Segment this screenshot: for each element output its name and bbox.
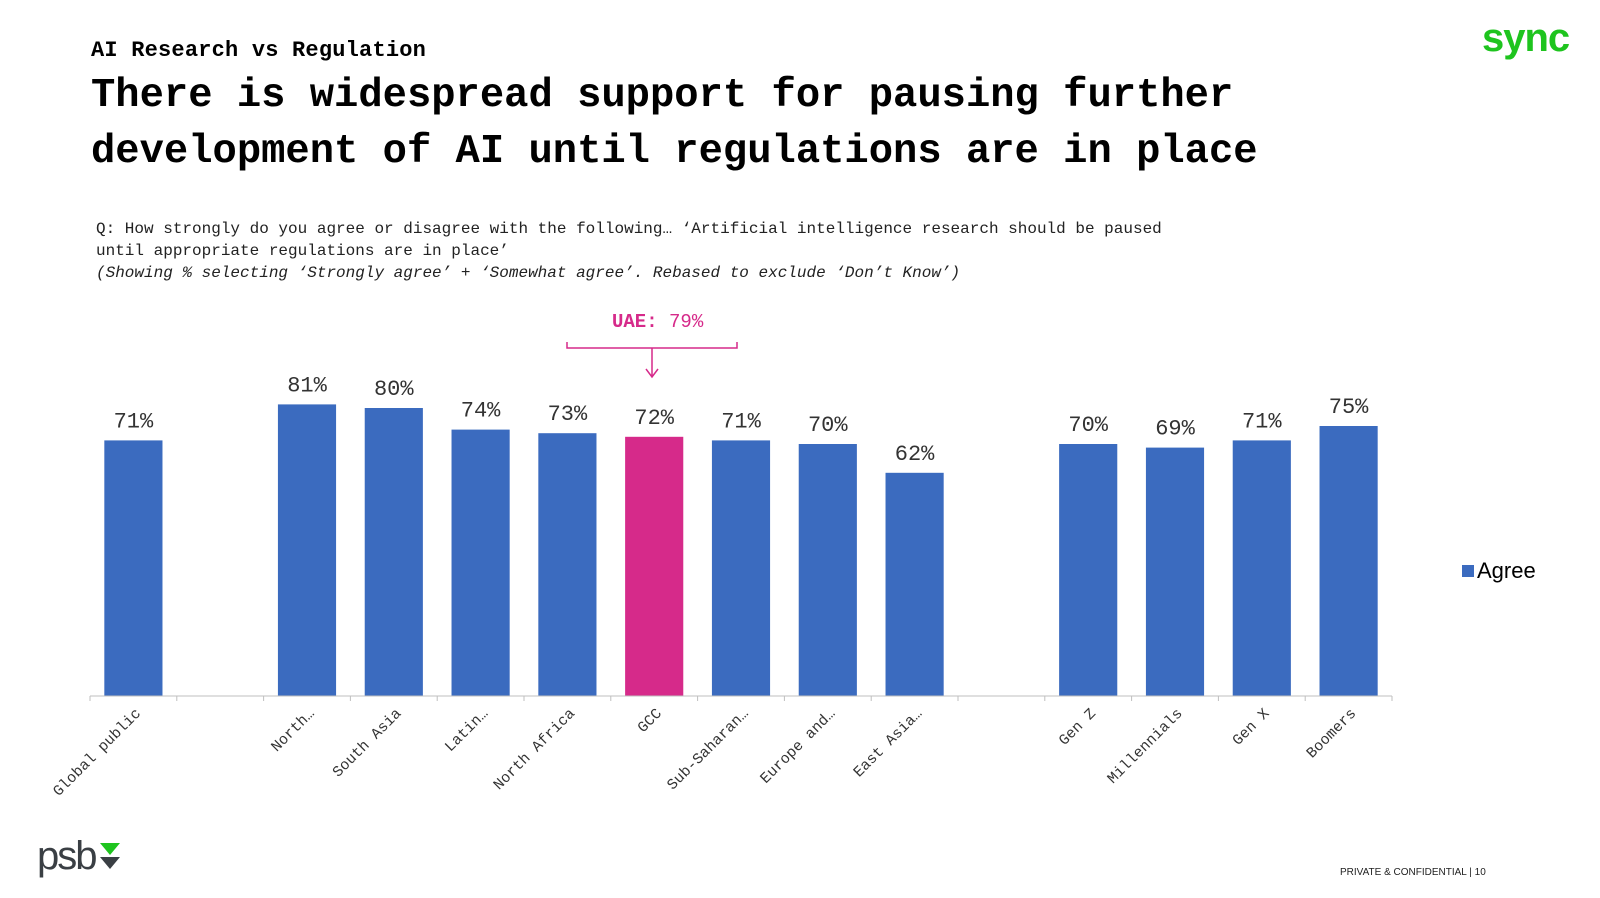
data-labels-group: 71% 81% 80% 74% 73% 72% 71% 70% 62% 70% 69% 71% 75%: [114, 373, 1370, 466]
data-label: 71%: [1242, 409, 1282, 434]
question-text: Q: How strongly do you agree or disagree…: [96, 220, 1162, 260]
page-title: There is widespread support for pausing …: [91, 73, 1258, 175]
data-label: 70%: [808, 413, 848, 438]
x-tick-label: Europe and…: [757, 706, 839, 788]
x-tick-label: North Africa: [491, 706, 579, 794]
psb-logo-mark-icon: [99, 843, 120, 869]
chart-legend: Agree: [1462, 558, 1536, 584]
sync-logo: sync: [1482, 16, 1570, 60]
question-note: (Showing % selecting ‘Strongly agree’ + …: [96, 264, 961, 282]
data-label: 80%: [374, 377, 414, 402]
data-label: 81%: [287, 373, 327, 398]
bar-latin: [451, 429, 510, 696]
x-tick-label: Global public: [50, 706, 145, 801]
data-label: 72%: [634, 406, 674, 431]
data-label: 69%: [1155, 417, 1195, 442]
uae-callout-label: UAE:: [612, 311, 658, 333]
x-tick-label: South Asia: [330, 706, 406, 782]
bars-group: [104, 404, 1378, 696]
data-label: 75%: [1329, 395, 1369, 420]
bar-europe-and: [798, 444, 857, 696]
data-label: 70%: [1068, 413, 1108, 438]
section-kicker: AI Research vs Regulation: [91, 38, 427, 63]
x-tick-label: Sub-Saharan…: [664, 706, 752, 794]
legend-swatch: [1462, 565, 1474, 577]
x-tick-label: Millennials: [1104, 706, 1186, 788]
x-tick-label: Latin…: [442, 706, 492, 756]
bar-gcc: [625, 436, 684, 696]
data-label: 74%: [461, 399, 501, 424]
bar-south-asia: [364, 408, 423, 696]
bar-gen-z: [1059, 444, 1118, 696]
x-tick-label: Boomers: [1304, 706, 1361, 763]
footer-confidential: PRIVATE & CONFIDENTIAL | 10: [1340, 867, 1486, 878]
x-tick-label: Gen X: [1229, 706, 1273, 750]
bar-gen-x: [1232, 440, 1291, 696]
survey-question: Q: How strongly do you agree or disagree…: [96, 218, 1196, 284]
data-label: 62%: [895, 442, 935, 467]
bar-millennials: [1145, 447, 1205, 696]
bar-boomers: [1319, 426, 1378, 696]
uae-callout: UAE: 79%: [612, 311, 703, 333]
bar-sub-saharan: [711, 440, 771, 696]
data-label: 71%: [721, 409, 761, 434]
x-tick-labels-group: Global public North… South Asia Latin…North…: [50, 706, 1360, 801]
x-axis-ticks-group: [89, 696, 1393, 701]
legend-label: Agree: [1477, 558, 1536, 583]
callout-bracket: [566, 342, 738, 379]
psb-logo-text: psb: [37, 834, 97, 878]
data-label: 71%: [114, 409, 154, 434]
x-tick-label: East Asia…: [850, 706, 926, 782]
x-tick-label: Gen Z: [1056, 706, 1100, 750]
psb-logo: psb: [37, 836, 122, 876]
x-tick-label: North…: [268, 706, 318, 756]
uae-callout-value: 79%: [669, 311, 704, 333]
bar-east-asia: [885, 472, 944, 696]
data-label: 73%: [548, 402, 588, 427]
bar-global-public: [104, 440, 163, 696]
bar-north: [277, 404, 337, 696]
x-tick-label: GCC: [635, 706, 666, 737]
bar-north-africa: [538, 433, 597, 696]
